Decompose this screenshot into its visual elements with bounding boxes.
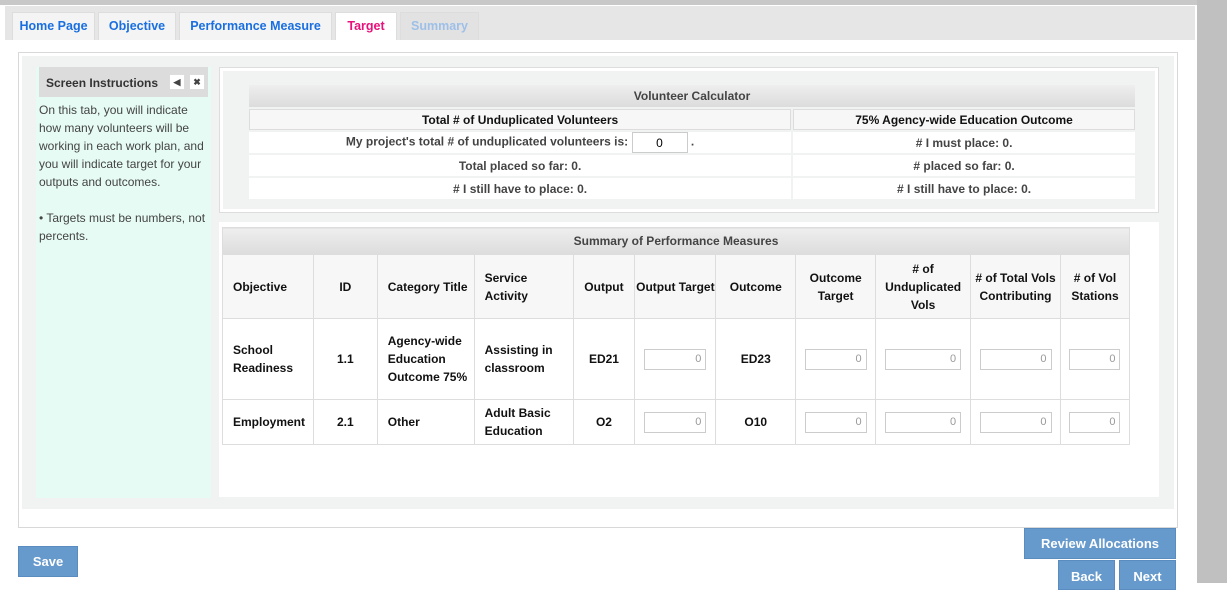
service: Assisting in classroom [473,318,574,400]
collapse-left-icon[interactable]: ◀ [169,74,185,90]
outcome: ED23 [715,318,797,400]
col-category: Category Title [376,254,475,319]
output-target-cell [634,318,717,400]
volunteer-calculator: Volunteer Calculator Total # of Unduplic… [219,67,1159,213]
summary-title: Summary of Performance Measures [222,227,1130,255]
outcome-target-cell [795,399,877,445]
total-vols-cell [970,399,1061,445]
still-to-place-right: # I still have to place: 0. [793,178,1135,199]
summary-section: Summary of Performance Measures Objectiv… [219,222,1159,497]
stations-input[interactable] [1069,348,1121,370]
review-allocations-button[interactable]: Review Allocations [1024,528,1176,559]
instructions-header: Screen Instructions ◀ ✖ [39,67,208,97]
objective: School Readiness [222,318,314,400]
next-button[interactable]: Next [1119,560,1176,590]
suffix: . [690,134,695,149]
still-to-place: # I still have to place: 0. [249,178,792,199]
stations-input[interactable] [1069,411,1121,433]
output: ED21 [572,318,636,400]
stations-cell [1059,318,1131,400]
outcome-target-input[interactable] [804,348,867,370]
window-top-bar [0,0,1197,5]
objective: Employment [222,399,314,445]
col-service: Service Activity [473,254,574,319]
instructions-text: On this tab, you will indicate how many … [39,103,204,189]
table-row: Employment 2.1 Other Adult Basic Educati… [222,399,1131,445]
output-target-input[interactable] [644,411,707,433]
instructions-bullet: • Targets must be numbers, not percents. [39,211,206,243]
tab-bar: Home Page Objective Performance Measure … [5,6,1195,40]
id: 2.1 [312,399,378,445]
instructions-title: Screen Instructions [46,76,159,90]
category: Agency-wide Education Outcome 75% [376,318,475,400]
total-vols-cell [970,318,1061,400]
id: 1.1 [312,318,378,400]
total-vols-input[interactable] [979,411,1052,433]
tab-summary: Summary [400,12,479,40]
close-icon[interactable]: ✖ [189,74,205,90]
outcome-target-cell [795,318,877,400]
col-stations: # of Vol Stations [1059,254,1131,319]
placed-so-far: # placed so far: 0. [793,155,1135,176]
calculator-title: Volunteer Calculator [249,85,1135,107]
service: Adult Basic Education [473,399,574,445]
col-outcome: Outcome [715,254,797,319]
output-target-input[interactable] [644,348,707,370]
table-row: School Readiness 1.1 Agency-wide Educati… [222,318,1131,400]
calc-left-header: Total # of Unduplicated Volunteers [249,109,792,130]
col-id: ID [312,254,378,319]
outcome: O10 [715,399,797,445]
total-vols-input[interactable] [979,348,1052,370]
volunteer-count-label: My project's total # of unduplicated vol… [345,134,629,149]
save-button[interactable]: Save [18,546,78,577]
col-unduplicated: # of Unduplicated Vols [875,254,972,319]
col-total-vols: # of Total Vols Contributing [970,254,1061,319]
category: Other [376,399,475,445]
output: O2 [572,399,636,445]
unduplicated-input[interactable] [885,411,962,433]
volunteer-count-input[interactable] [631,132,688,153]
instructions-sidebar: Screen Instructions ◀ ✖ On this tab, you… [36,67,211,498]
tab-performance-measure[interactable]: Performance Measure [179,12,332,40]
col-output-target: Output Target [634,254,717,319]
outcome-target-input[interactable] [804,411,867,433]
calc-right-header: 75% Agency-wide Education Outcome [793,109,1135,130]
col-outcome-target: Outcome Target [795,254,877,319]
stations-cell [1059,399,1131,445]
unduplicated-input[interactable] [885,348,962,370]
tab-target[interactable]: Target [335,12,397,40]
tab-home-page[interactable]: Home Page [12,12,95,40]
back-button[interactable]: Back [1058,560,1115,590]
total-placed: Total placed so far: 0. [249,155,792,176]
volunteer-count-row: My project's total # of unduplicated vol… [249,132,792,153]
scrollbar[interactable] [1197,0,1227,583]
output-target-cell [634,399,717,445]
unduplicated-cell [875,318,972,400]
unduplicated-cell [875,399,972,445]
col-objective: Objective [222,254,314,319]
summary-table: Summary of Performance Measures Objectiv… [222,227,1131,445]
col-output: Output [572,254,636,319]
tab-objective[interactable]: Objective [98,12,176,40]
must-place: # I must place: 0. [793,132,1135,153]
